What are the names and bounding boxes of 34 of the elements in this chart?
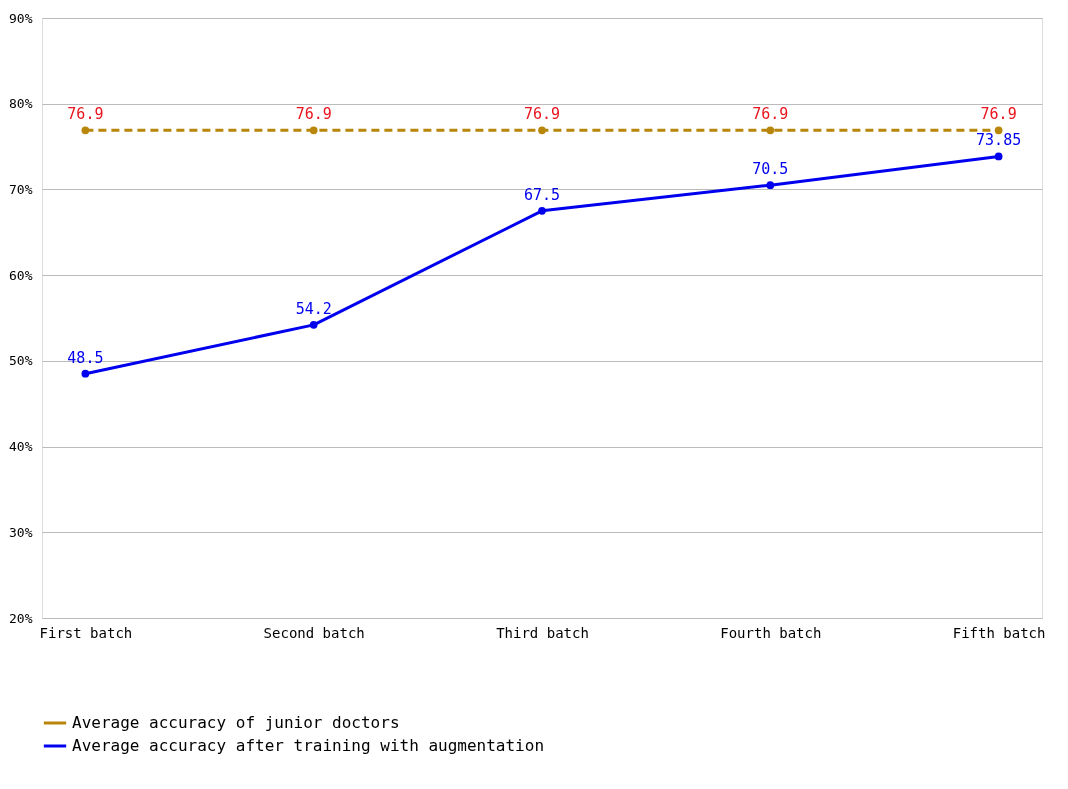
data-label: 54.2 [295,299,332,318]
y-tick-label: 90% [9,10,33,26]
x-tick-label: Fourth batch [720,624,822,641]
data-label: 70.5 [752,160,789,179]
x-tick-label: Third batch [496,624,589,641]
y-tick-label: 70% [9,181,33,197]
point [538,206,546,215]
x-tick-label: First batch [39,624,133,641]
data-label: 76.9 [523,105,561,124]
data-label: 76.9 [980,105,1017,124]
point [81,126,90,135]
legend-label: Average accuracy of junior doctors [72,713,400,732]
y-tick-label: 80% [9,96,33,112]
data-label: 76.9 [67,105,104,124]
y-tick-label: 50% [9,353,33,369]
data-label: 76.9 [295,105,332,124]
point [766,181,775,190]
point [309,320,318,329]
point [309,126,318,135]
y-tick-label: 20% [9,610,33,626]
point [766,126,775,135]
x-tick-label: Fifth batch [952,624,1046,641]
point [81,369,90,378]
y-tick-label: 30% [9,524,33,540]
legend-label: Average accuracy after training with augmentation [72,736,545,755]
data-label: 67.5 [523,185,561,204]
data-label: 76.9 [752,105,789,124]
data-label: 73.85 [976,131,1022,150]
x-tick-label: Second batch [263,624,365,641]
y-tick-label: 60% [9,267,33,283]
point [994,152,1003,161]
y-tick-label: 40% [9,439,33,455]
point [538,126,546,135]
data-label: 48.5 [67,348,104,367]
